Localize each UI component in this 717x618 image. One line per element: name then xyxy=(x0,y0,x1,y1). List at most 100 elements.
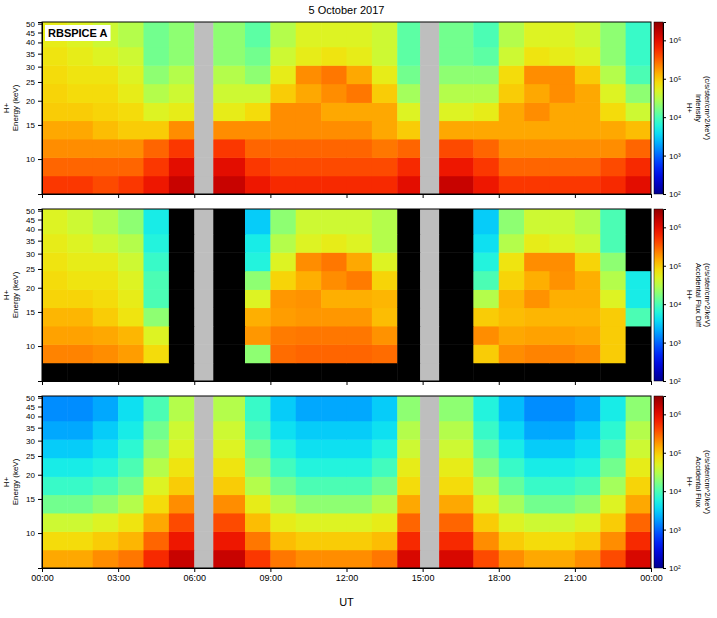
heatmap-cell xyxy=(473,102,499,121)
heatmap-cell xyxy=(347,65,373,84)
heatmap-cell xyxy=(626,550,651,568)
heatmap-cell xyxy=(626,396,651,421)
heatmap-cell xyxy=(439,476,474,495)
tick-label: 10³ xyxy=(669,152,681,161)
heatmap-cell xyxy=(473,531,499,550)
heatmap-cell xyxy=(270,157,296,176)
tick-mark xyxy=(575,381,576,385)
heatmap-cell xyxy=(524,176,550,194)
x-axis-label: UT xyxy=(339,596,354,608)
heatmap-cell xyxy=(270,363,296,381)
heatmap-cell xyxy=(550,102,576,121)
colorbar-axis: 10²10³10⁴10⁵10⁶ xyxy=(663,397,682,574)
heatmap-cell xyxy=(600,234,626,253)
x-tick: 03:00 xyxy=(107,568,130,583)
heatmap-cell xyxy=(270,550,296,568)
heatmap-cell xyxy=(270,495,296,514)
tick-label: 09:00 xyxy=(260,573,283,583)
axis-line xyxy=(43,195,652,199)
heatmap-cell xyxy=(347,439,373,458)
heatmap-cell xyxy=(67,531,93,550)
tick-label: 06:00 xyxy=(183,573,206,583)
data-gap xyxy=(194,121,214,140)
tick-mark xyxy=(38,54,42,55)
heatmap-cell xyxy=(550,344,576,363)
heatmap-cell xyxy=(169,421,195,440)
heatmap-cell xyxy=(93,344,119,363)
heatmap-cell xyxy=(93,531,119,550)
heatmap-cell xyxy=(213,84,245,103)
heatmap-cell xyxy=(144,139,170,158)
axis-line xyxy=(43,382,652,386)
x-tick xyxy=(270,194,271,198)
heatmap-cell xyxy=(626,139,651,158)
y-tick: 50 xyxy=(26,394,42,403)
data-gap xyxy=(420,121,440,140)
heatmap-cell xyxy=(499,513,525,532)
heatmap-cell xyxy=(626,271,651,290)
heatmap-cell xyxy=(144,439,170,458)
heatmap-cell xyxy=(626,495,651,514)
tick-mark xyxy=(38,159,42,160)
heatmap-cell xyxy=(575,271,601,290)
heatmap-cell xyxy=(397,550,420,568)
heatmap-cell xyxy=(600,476,626,495)
heatmap-cell xyxy=(42,47,68,66)
data-gap xyxy=(194,363,214,381)
heatmap-cell xyxy=(397,289,420,308)
data-gap xyxy=(420,476,440,495)
y-axis-label: H+ xyxy=(2,289,11,300)
data-gap xyxy=(194,22,214,47)
heatmap-cell xyxy=(499,252,525,271)
colorbar-label: (c/s/ster/cm^2/keV) xyxy=(703,263,712,327)
heatmap-cell xyxy=(270,176,296,194)
y-tick: 25 xyxy=(26,265,42,274)
data-gap xyxy=(194,176,214,194)
heatmap-cell xyxy=(213,234,245,253)
heatmap-cell xyxy=(169,289,195,308)
heatmap-cell xyxy=(169,308,195,327)
heatmap-cell xyxy=(118,65,144,84)
heatmap-cell xyxy=(600,157,626,176)
heatmap-cell xyxy=(550,209,576,234)
heatmap-cell xyxy=(372,176,398,194)
heatmap-cell xyxy=(626,157,651,176)
x-axis xyxy=(43,381,652,385)
heatmap-cell xyxy=(144,102,170,121)
heatmap-cell xyxy=(93,271,119,290)
tick-mark xyxy=(347,568,348,572)
heatmap-cell xyxy=(144,234,170,253)
x-tick xyxy=(423,381,424,385)
tick-mark xyxy=(38,428,42,429)
heatmap-cell xyxy=(397,252,420,271)
heatmap-cell xyxy=(439,363,474,381)
heatmap-cell xyxy=(575,176,601,194)
heatmap-cell xyxy=(169,513,195,532)
tick-label: 45 xyxy=(26,29,35,38)
heatmap-cell xyxy=(439,102,474,121)
colorbar-tick: 10⁶ xyxy=(663,36,681,45)
x-tick xyxy=(423,194,424,198)
heatmap-cell xyxy=(575,531,601,550)
heatmap-cell xyxy=(626,84,651,103)
y-tick: 50 xyxy=(26,20,42,29)
colorbar-tick: 10⁵ xyxy=(663,75,681,84)
heatmap-cell xyxy=(473,439,499,458)
heatmap-cell xyxy=(144,252,170,271)
heatmap-cell xyxy=(499,439,525,458)
heatmap-cell xyxy=(397,157,420,176)
heatmap-cell xyxy=(169,458,195,477)
tick-mark xyxy=(38,288,42,289)
heatmap-cell xyxy=(397,439,420,458)
heatmap-cell xyxy=(397,176,420,194)
tick-label: 35 xyxy=(26,50,35,59)
y-tick: 50 xyxy=(26,207,42,216)
heatmap-cell xyxy=(169,47,195,66)
heatmap-cell xyxy=(575,139,601,158)
heatmap-cell xyxy=(144,157,170,176)
heatmap-cell xyxy=(270,121,296,140)
annotation-box xyxy=(45,25,111,41)
x-tick xyxy=(347,381,348,385)
heatmap-cell xyxy=(321,47,347,66)
heatmap-cell xyxy=(118,421,144,440)
